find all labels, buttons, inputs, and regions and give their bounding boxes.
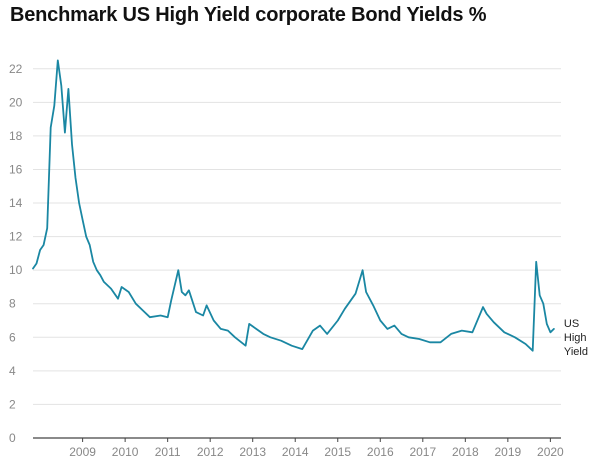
x-tick-label: 2017 xyxy=(409,445,436,459)
x-tick-label: 2013 xyxy=(239,445,266,459)
series-layer xyxy=(32,59,555,352)
y-tick-label: 12 xyxy=(9,230,23,244)
x-axis: 2009 2010 2011 2012 2013 2014 2015 2016 2017 2018… xyxy=(69,438,564,459)
grid-layer xyxy=(33,68,561,439)
y-tick-label: 0 xyxy=(9,431,16,445)
x-tick-label: 2019 xyxy=(494,445,521,459)
x-tick-label: 2009 xyxy=(69,445,96,459)
x-tick-label: 2020 xyxy=(537,445,564,459)
y-tick-label: 10 xyxy=(9,263,23,277)
y-tick-label: 22 xyxy=(9,62,23,76)
x-tick-label: 2012 xyxy=(197,445,224,459)
chart-title: Benchmark US High Yield corporate Bond Y… xyxy=(10,4,487,26)
y-tick-label: 6 xyxy=(9,330,16,344)
y-tick-label: 14 xyxy=(9,196,23,210)
y-tick-label: 2 xyxy=(9,397,16,411)
series-label-line: Yield xyxy=(564,346,588,358)
y-tick-label: 18 xyxy=(9,129,23,143)
y-tick-label: 16 xyxy=(9,162,23,176)
x-tick-label: 2014 xyxy=(282,445,309,459)
series-line-us-high-yield xyxy=(32,59,555,352)
x-tick-label: 2018 xyxy=(452,445,479,459)
y-tick-label: 20 xyxy=(9,95,23,109)
y-axis: 0 2 4 6 8 10 12 14 16 18 20 22 xyxy=(9,62,23,445)
x-tick-label: 2016 xyxy=(367,445,394,459)
series-label-line: High xyxy=(564,332,587,344)
y-tick-label: 4 xyxy=(9,364,16,378)
x-tick-label: 2010 xyxy=(112,445,139,459)
y-tick-label: 8 xyxy=(9,297,16,311)
series-label-group: US High Yield xyxy=(564,318,588,358)
x-tick-label: 2015 xyxy=(324,445,351,459)
series-label-line: US xyxy=(564,318,579,330)
x-tick-label: 2011 xyxy=(155,445,181,459)
